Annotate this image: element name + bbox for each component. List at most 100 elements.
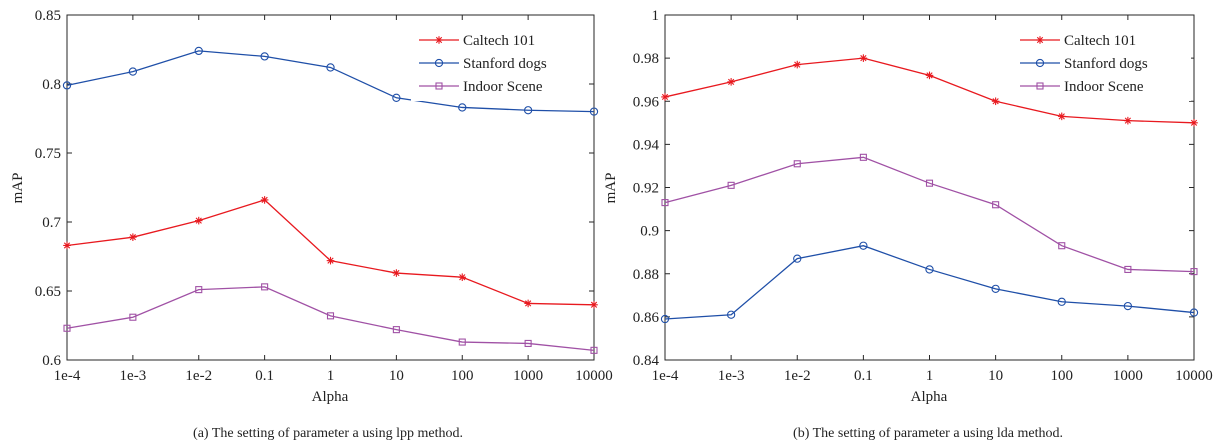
legend-entry-caltech-lda: Caltech 101 <box>1020 33 1136 49</box>
data-point-caltech-lda <box>991 97 1000 106</box>
x-tick-label: 100 <box>451 368 474 384</box>
legend-marker-stanford-lda <box>1035 58 1045 68</box>
x-axis-label-lpp: Alpha <box>312 389 349 405</box>
legend-lda: Caltech 101 Stanford dogs Indoor Scene <box>1013 25 1191 101</box>
caption-lda: (b) The setting of parameter a using lda… <box>793 426 1063 441</box>
data-point-stanford-lda <box>1123 301 1133 311</box>
data-point-indoor-lpp <box>63 324 71 332</box>
series-layer-lpp <box>62 46 599 354</box>
data-point-indoor-lda <box>793 160 801 168</box>
legend-marker-stanford-lpp <box>434 58 444 68</box>
legend-label-caltech-lda: Caltech 101 <box>1064 33 1136 49</box>
y-tick-label: 1 <box>652 8 660 24</box>
series-line-stanford-lpp <box>66 50 595 113</box>
series-line-indoor-lpp <box>66 286 595 351</box>
y-tick-label: 0.98 <box>633 51 659 67</box>
data-point-indoor-lda <box>661 199 669 207</box>
data-point-caltech-lda <box>793 60 802 69</box>
data-point-indoor-lpp <box>261 283 269 291</box>
legend-marker-caltech-lda <box>1036 36 1044 44</box>
x-tick-label: 1 <box>327 368 335 384</box>
data-point-stanford-lda <box>1057 297 1066 306</box>
data-point-stanford-lda <box>925 265 934 274</box>
x-tick-label: 10 <box>988 368 1003 384</box>
y-tick-label: 0.85 <box>35 8 61 24</box>
legend-label-indoor-lda: Indoor Scene <box>1064 79 1144 95</box>
data-point-caltech-lda <box>925 71 934 80</box>
data-point-stanford-lpp <box>194 46 203 56</box>
x-tick-label: 1000 <box>1113 368 1143 384</box>
data-point-indoor-lpp <box>524 339 532 347</box>
x-tick-label: 0.1 <box>255 368 274 384</box>
x-tick-label: 0.1 <box>854 368 873 384</box>
data-point-stanford-lda <box>1189 308 1199 317</box>
data-point-caltech-lpp <box>194 216 203 225</box>
y-tick-label: 0.84 <box>633 353 660 369</box>
y-tick-label: 0.92 <box>633 181 659 197</box>
legend-lpp: Caltech 101 Stanford dogs Indoor Scene <box>411 25 589 101</box>
series-layer-lda <box>660 54 1199 324</box>
y-tick-label: 0.96 <box>633 94 660 110</box>
data-point-indoor-lpp <box>458 338 466 346</box>
chart-lpp: 0.6 0.65 0.7 0.75 0.8 0.85 1e-4 1e-3 1e-2 0.1 1 10… <box>10 8 613 441</box>
data-point-caltech-lpp <box>524 299 532 308</box>
data-point-caltech-lda <box>1124 116 1132 125</box>
y-tick-label: 0.88 <box>633 267 659 283</box>
caption-lpp: (a) The setting of parameter a using lpp… <box>193 426 463 441</box>
y-axis-label-lda: mAP <box>603 173 619 204</box>
y-tick-label: 0.86 <box>633 310 660 326</box>
data-point-caltech-lda <box>859 54 868 62</box>
data-point-caltech-lda <box>1057 112 1066 121</box>
x-tick-label: 1e-2 <box>784 368 811 384</box>
data-point-caltech-lpp <box>392 269 401 277</box>
data-point-stanford-lda <box>660 314 670 324</box>
data-point-indoor-lda <box>925 179 934 187</box>
data-point-indoor-lpp <box>326 312 335 320</box>
x-axis-label-lda: Alpha <box>911 389 948 405</box>
data-point-caltech-lpp <box>129 233 137 241</box>
x-tick-label: 10000 <box>575 368 613 384</box>
y-axis-ticks-lpp: 0.6 0.65 0.7 0.75 0.8 0.85 <box>35 8 594 369</box>
legend-label-caltech-lpp: Caltech 101 <box>463 33 535 49</box>
data-point-indoor-lpp <box>129 313 137 321</box>
data-point-indoor-lda <box>1190 268 1198 276</box>
data-point-caltech-lpp <box>590 301 598 309</box>
data-point-stanford-lda <box>793 254 802 263</box>
legend-entry-stanford-lpp: Stanford dogs <box>419 56 547 72</box>
data-point-caltech-lda <box>661 93 669 101</box>
data-point-indoor-lpp <box>392 326 400 334</box>
x-tick-label: 1e-2 <box>185 368 212 384</box>
y-tick-label: 0.9 <box>640 224 659 240</box>
y-axis-label-lpp: mAP <box>10 173 26 204</box>
legend-label-stanford-lda: Stanford dogs <box>1064 56 1148 72</box>
legend-entry-caltech-lpp: Caltech 101 <box>419 33 535 49</box>
x-tick-label: 100 <box>1051 368 1074 384</box>
data-point-stanford-lpp <box>523 106 533 115</box>
y-tick-label: 0.94 <box>633 137 660 153</box>
legend-marker-indoor-lpp <box>435 82 443 90</box>
series-line-indoor-lda <box>664 156 1195 273</box>
y-tick-label: 0.65 <box>35 284 61 300</box>
data-point-stanford-lpp <box>128 67 138 76</box>
x-tick-label: 1 <box>926 368 934 384</box>
data-point-stanford-lpp <box>458 103 467 112</box>
x-tick-label: 10000 <box>1175 368 1213 384</box>
legend-marker-indoor-lda <box>1036 82 1044 90</box>
data-point-indoor-lda <box>859 153 867 161</box>
data-point-caltech-lda <box>1190 119 1198 127</box>
data-point-stanford-lpp <box>260 52 269 61</box>
legend-entry-indoor-lpp: Indoor Scene <box>419 79 543 95</box>
data-point-stanford-lda <box>859 241 868 250</box>
data-point-stanford-lda <box>726 310 736 319</box>
chart-lda: 0.840.860.880.90.920.940.960.981 1e-4 1e-… <box>603 8 1213 441</box>
x-tick-label: 1e-4 <box>54 368 81 384</box>
legend-marker-caltech-lpp <box>435 36 443 44</box>
y-axis-ticks-lda: 0.84 0.86 0.88 0.9 0.92 0.94 0.96 0.98 1 <box>633 8 1194 369</box>
y-tick-label: 0.6 <box>42 353 61 369</box>
data-point-stanford-lda <box>991 284 1000 293</box>
series-line-stanford-lda <box>664 245 1195 320</box>
legend-label-indoor-lpp: Indoor Scene <box>463 79 543 95</box>
x-tick-label: 1e-3 <box>120 368 147 384</box>
x-axis-ticks-lpp: 1e-4 1e-3 1e-2 0.1 1 10 100 1000 10000 <box>54 15 613 384</box>
